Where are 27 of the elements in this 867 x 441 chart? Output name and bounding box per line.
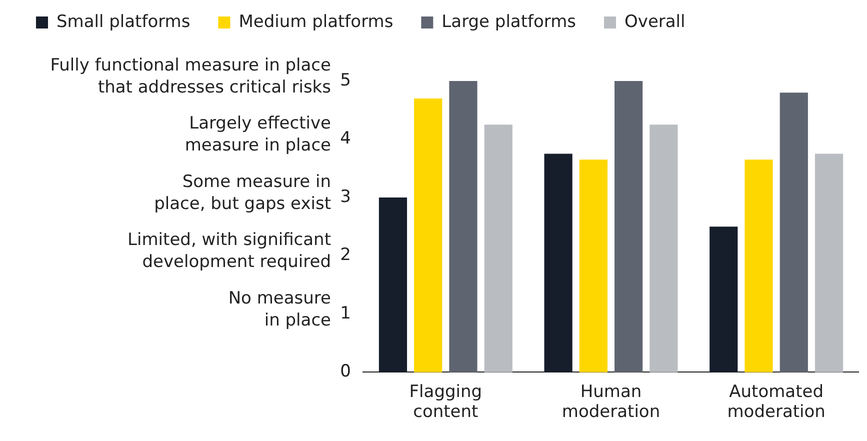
text: No measure in place [228,288,331,330]
bar [780,92,808,372]
text: Largely effective measure in place [184,114,331,156]
bar [650,124,678,372]
legend-label: Medium platforms [238,12,394,32]
y-tick-label: 4 [340,128,351,149]
bar [814,154,844,372]
bar [414,98,442,372]
bar [744,160,773,372]
legend-label: Large platforms [442,12,576,32]
text: Fully functional measure in place that addresses critical risks [50,55,332,98]
bar [614,81,643,372]
bar [579,160,608,372]
x-tick-label: Human moderation [562,382,660,422]
text: Some measure in place, but gaps exist [154,172,332,214]
y-tick-label: 0 [340,362,351,382]
x-tick-label: Flagging content [409,382,482,422]
legend-label: Small platforms [56,12,190,32]
y-tick-label: 5 [340,70,351,90]
y-tick-label: 2 [340,245,351,266]
y-tick-label: 3 [340,186,351,207]
text: Limited, with significant development required [128,230,332,272]
x-tick-label: Automated moderation [727,382,826,422]
y-tick-label: 1 [340,303,351,324]
legend-label: Overall [624,12,686,32]
bar [449,81,478,372]
bar [484,124,512,372]
